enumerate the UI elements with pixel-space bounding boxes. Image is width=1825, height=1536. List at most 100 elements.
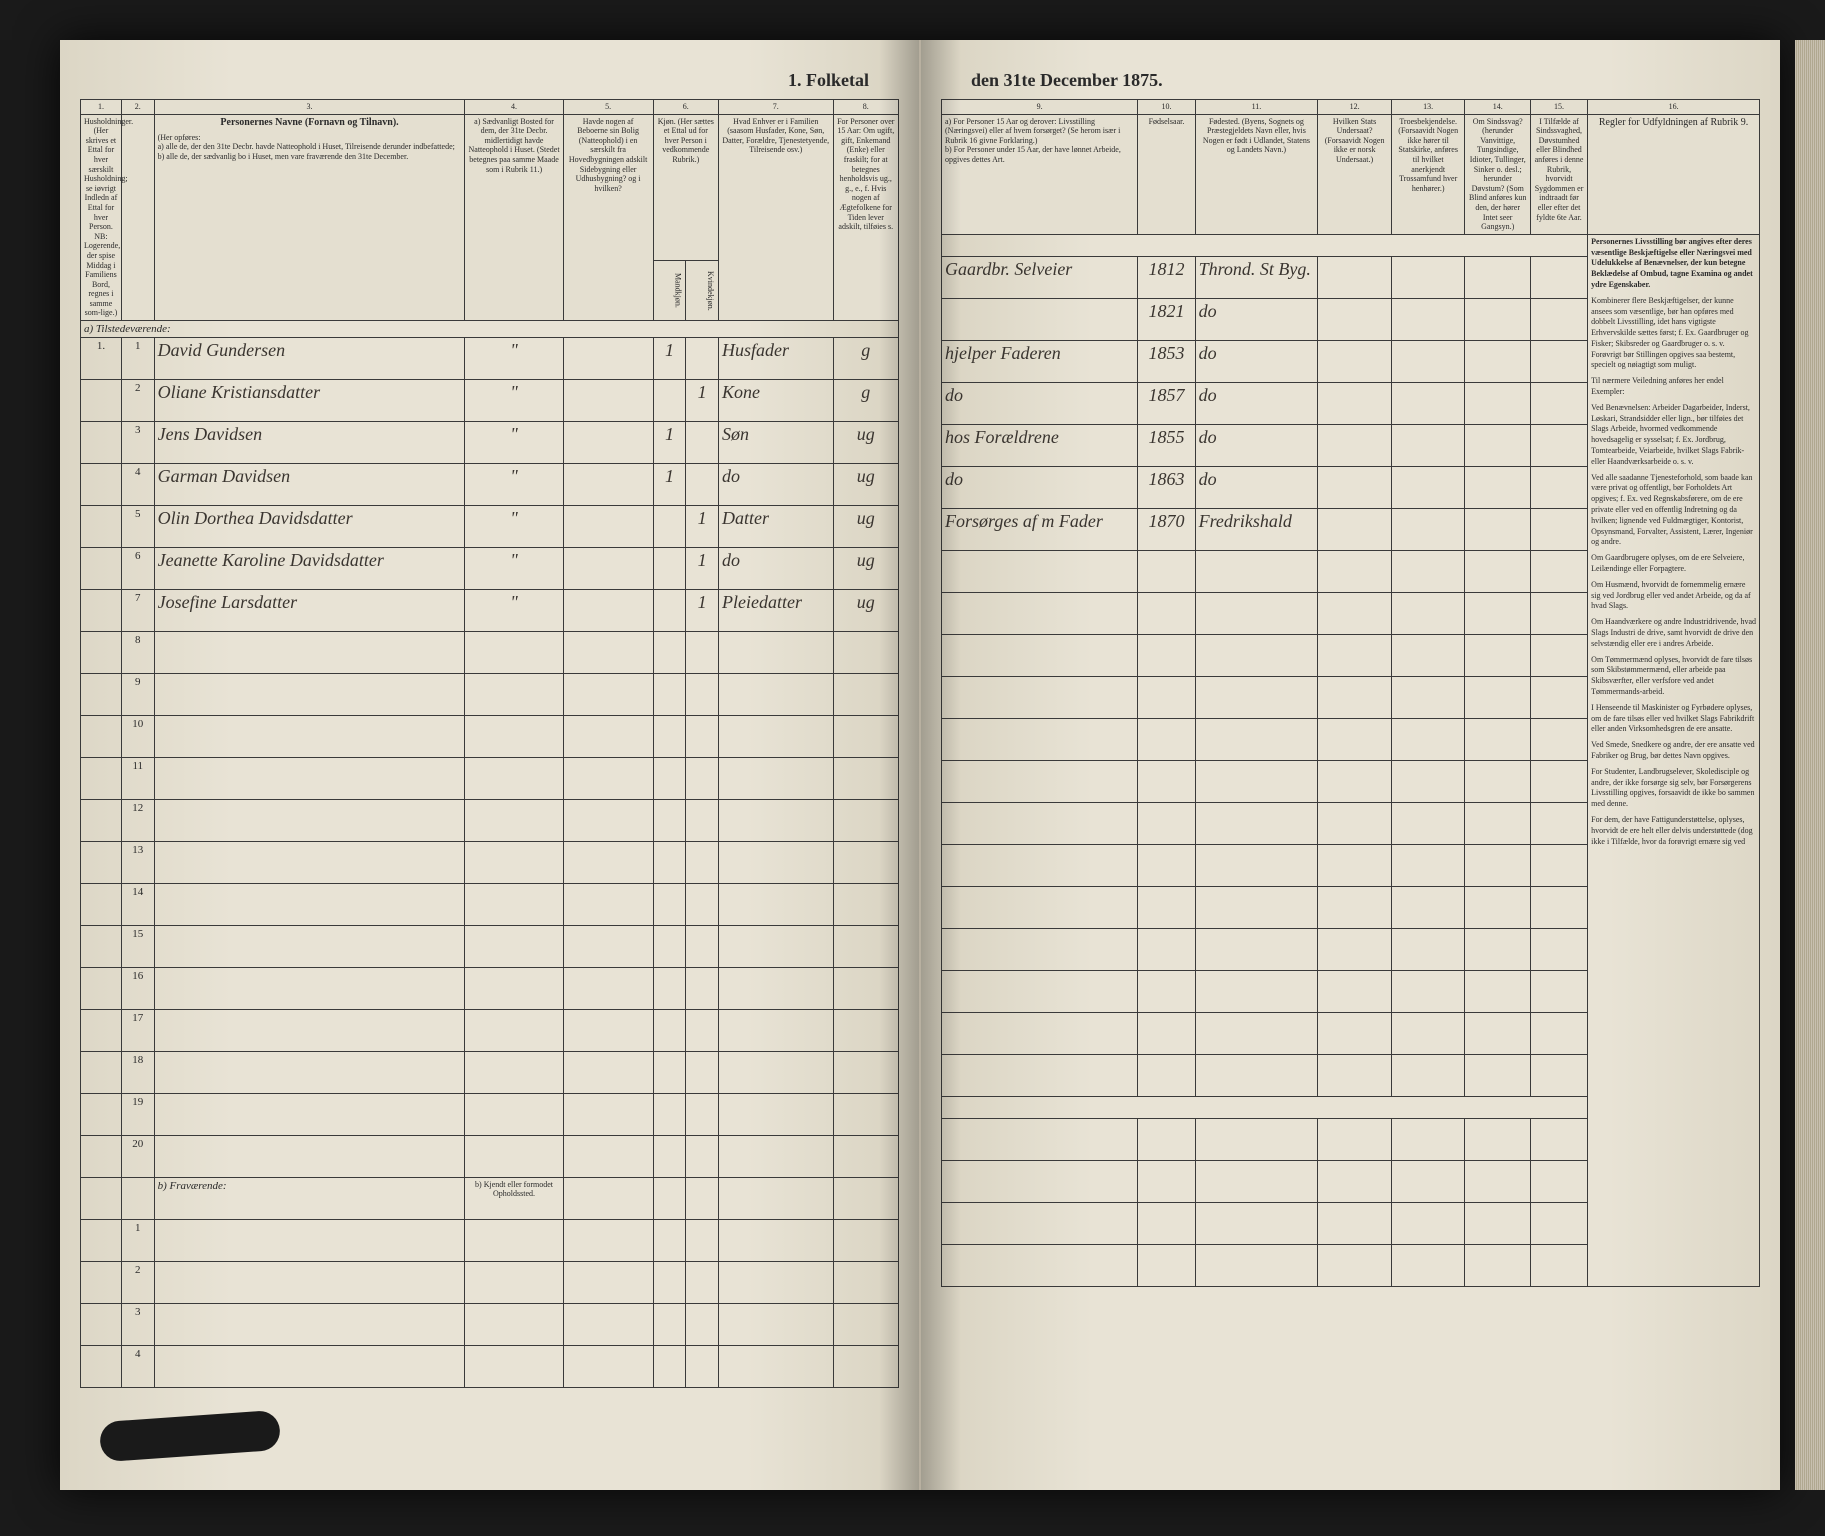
marital: ug — [833, 590, 898, 632]
col-num-4: 4. — [465, 100, 563, 115]
person-num: 6 — [121, 548, 154, 590]
person-name: Oliane Kristiansdatter — [154, 380, 465, 422]
sex-female: 1 — [686, 590, 719, 632]
citizenship — [1318, 466, 1392, 508]
section-spacer — [942, 234, 1588, 256]
col-num-16: 16. — [1588, 100, 1760, 115]
left-page: 1. Folketal 1. 2. 3. 4. 5. 6. 7. 8. Hu — [60, 40, 921, 1490]
col-num-5: 5. — [563, 100, 653, 115]
sex-male — [653, 506, 686, 548]
col-num-14: 14. — [1465, 100, 1530, 115]
hdr-female: Kvindekjøn. — [686, 261, 719, 321]
census-table-right: 9. 10. 11. 12. 13. 14. 15. 16. a) For Pe… — [941, 99, 1760, 1287]
sex-female — [686, 338, 719, 380]
col-num-6: 6. — [653, 100, 718, 115]
col-num-10: 10. — [1138, 100, 1195, 115]
disability — [1465, 298, 1530, 340]
marital: ug — [833, 506, 898, 548]
table-row: 3Jens Davidsen"1Sønug — [81, 422, 899, 464]
birthyear: 1870 — [1138, 508, 1195, 550]
relation: do — [719, 464, 834, 506]
disability-age — [1530, 298, 1587, 340]
sex-male — [653, 548, 686, 590]
birthplace: do — [1195, 424, 1318, 466]
birthyear: 1853 — [1138, 340, 1195, 382]
hdr-relation: Hvad Enhver er i Familien (saasom Husfad… — [719, 114, 834, 320]
sex-female: 1 — [686, 548, 719, 590]
disability-age — [1530, 424, 1587, 466]
hdr-blank — [121, 114, 154, 320]
person-num: 3 — [121, 422, 154, 464]
marital: g — [833, 338, 898, 380]
outbuilding — [563, 506, 653, 548]
household-num: 1. — [81, 338, 122, 380]
citizenship — [1318, 340, 1392, 382]
table-row: 2Oliane Kristiansdatter"1Koneg — [81, 380, 899, 422]
birthyear: 1812 — [1138, 256, 1195, 298]
table-row-empty: 13 — [81, 842, 899, 884]
sex-female — [686, 464, 719, 506]
relation: Husfader — [719, 338, 834, 380]
disability — [1465, 382, 1530, 424]
occupation: hos Forældrene — [942, 424, 1138, 466]
marital: g — [833, 380, 898, 422]
hdr-rules-title: Regler for Udfyldningen af Rubrik 9. — [1588, 114, 1760, 234]
col-num-1: 1. — [81, 100, 122, 115]
marital: ug — [833, 548, 898, 590]
outbuilding — [563, 338, 653, 380]
relation: Datter — [719, 506, 834, 548]
person-name: Jeanette Karoline Davidsdatter — [154, 548, 465, 590]
page-edges — [1795, 40, 1825, 1490]
table-row-empty: 4 — [81, 1346, 899, 1388]
hdr-disability: Om Sindssvag? (herunder Vanvittige, Tung… — [1465, 114, 1530, 234]
col-num-3: 3. — [154, 100, 465, 115]
hdr-sex: Kjøn. (Her sættes et Ettal ud for hver P… — [653, 114, 718, 260]
household-num — [81, 506, 122, 548]
table-row-empty: 11 — [81, 758, 899, 800]
citizenship — [1318, 382, 1392, 424]
table-row-empty: 17 — [81, 1010, 899, 1052]
person-num: 7 — [121, 590, 154, 632]
person-name: Josefine Larsdatter — [154, 590, 465, 632]
table-row: 6Jeanette Karoline Davidsdatter"1doug — [81, 548, 899, 590]
table-row: 1.1David Gundersen"1Husfaderg — [81, 338, 899, 380]
col-num-12: 12. — [1318, 100, 1392, 115]
hdr-citizenship: Hvilken Stats Undersaat? (Forsaavidt Nog… — [1318, 114, 1392, 234]
table-row-empty: 18 — [81, 1052, 899, 1094]
religion — [1391, 424, 1465, 466]
birthyear: 1863 — [1138, 466, 1195, 508]
marital: ug — [833, 464, 898, 506]
table-row: 7Josefine Larsdatter"1Pleiedatterug — [81, 590, 899, 632]
citizenship — [1318, 424, 1392, 466]
disability — [1465, 256, 1530, 298]
relation: Søn — [719, 422, 834, 464]
disability-age — [1530, 466, 1587, 508]
col-num-15: 15. — [1530, 100, 1587, 115]
disability — [1465, 340, 1530, 382]
hdr-religion: Troesbekjendelse. (Forsaavidt Nogen ikke… — [1391, 114, 1465, 234]
residence: " — [465, 506, 563, 548]
right-page: den 31te December 1875. 9. 10. 11. 12. 1… — [921, 40, 1780, 1490]
col-num-9: 9. — [942, 100, 1138, 115]
religion — [1391, 298, 1465, 340]
disability — [1465, 424, 1530, 466]
section-absent: b) Fraværende: — [154, 1178, 465, 1220]
hdr-marital: For Personer over 15 Aar: Om ugift, gift… — [833, 114, 898, 320]
book-spread: 1. Folketal 1. 2. 3. 4. 5. 6. 7. 8. Hu — [60, 40, 1780, 1490]
hdr-residence: a) Sædvanligt Bosted for dem, der 31te D… — [465, 114, 563, 320]
occupation: Forsørges af m Fader — [942, 508, 1138, 550]
rules-column: Personernes Livsstilling bør angives eft… — [1588, 234, 1760, 1286]
occupation: do — [942, 382, 1138, 424]
residence: " — [465, 464, 563, 506]
citizenship — [1318, 298, 1392, 340]
sex-male: 1 — [653, 464, 686, 506]
hdr-disability-age: I Tilfælde af Sindssvaghed, Døvstumhed e… — [1530, 114, 1587, 234]
religion — [1391, 382, 1465, 424]
religion — [1391, 256, 1465, 298]
relation: Kone — [719, 380, 834, 422]
table-row-empty: 19 — [81, 1094, 899, 1136]
sex-male — [653, 590, 686, 632]
religion — [1391, 508, 1465, 550]
census-title-left: 1. Folketal — [80, 70, 899, 91]
section-present: a) Tilstedeværende: — [81, 321, 899, 338]
